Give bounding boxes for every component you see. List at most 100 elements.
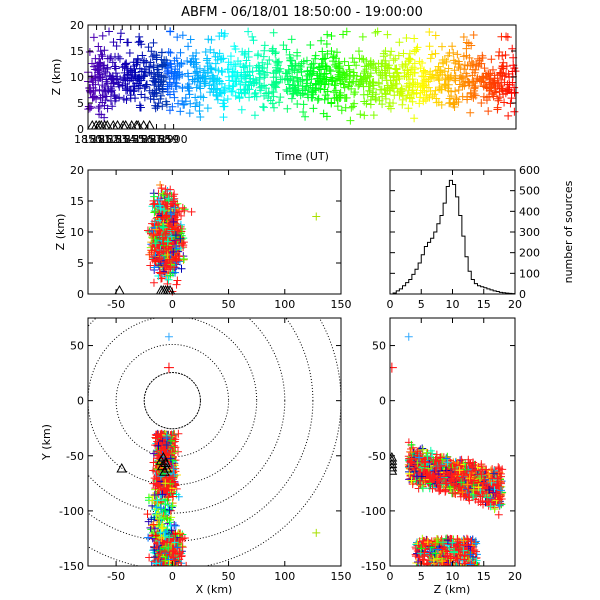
source-point [451,76,460,85]
source-point [152,559,161,566]
source-point [322,75,331,84]
source-point [415,57,424,66]
source-point [98,52,107,61]
source-point [172,54,181,63]
station-marker [138,119,149,130]
source-point [201,48,210,57]
source-point [177,211,186,220]
source-point [386,51,395,60]
source-point [367,61,376,70]
source-point [419,97,428,106]
source-point [172,280,181,289]
source-point [175,235,184,244]
source-point [149,230,158,239]
source-point [223,94,232,103]
source-point [405,49,414,58]
source-point [282,45,291,54]
source-point [147,515,156,524]
source-point [171,521,180,530]
source-point [136,103,145,112]
source-point [143,510,152,519]
source-point [189,54,198,63]
source-point [450,103,459,112]
source-point [155,227,164,236]
source-point [333,74,342,83]
range-ring [143,372,201,430]
source-point [191,60,200,69]
source-point [445,99,454,108]
source-point [158,102,167,111]
x-tick-label: -50 [107,570,125,583]
source-point [425,27,434,36]
source-point [167,62,176,71]
source-point [374,68,383,77]
source-point [453,50,462,59]
source-point [321,91,330,100]
source-point [412,45,421,54]
source-point [240,63,249,72]
plan-view-xlabel: X (km) [196,583,233,596]
source-point [183,57,192,66]
source-point [480,64,489,73]
source-point [173,33,182,42]
source-point [225,76,234,85]
source-point [152,503,161,512]
source-point [151,239,160,248]
source-point [160,56,169,65]
source-point [497,64,506,73]
source-point [129,62,138,71]
source-point [107,74,116,83]
x-tick-label: 1855 [117,133,145,146]
source-point [149,38,158,47]
source-point [314,94,323,103]
source-point [252,92,261,101]
source-point [124,38,133,47]
source-point [192,67,201,76]
source-point [446,484,455,493]
source-point [419,93,428,102]
source-point [472,485,481,494]
source-point [327,32,336,41]
source-point [500,72,509,81]
source-point [163,202,172,211]
source-point [493,105,502,114]
source-point [393,88,402,97]
source-point [94,42,103,51]
source-point [188,75,197,84]
source-point [171,231,180,240]
source-point [366,69,375,78]
source-point [172,490,181,499]
source-point [85,48,94,57]
source-point [369,111,378,120]
source-point [285,84,294,93]
source-point [490,78,499,87]
source-point [169,192,178,201]
source-point [482,93,491,102]
source-point [321,80,330,89]
source-point [331,86,340,95]
source-point [369,81,378,90]
source-point [154,545,163,554]
source-point [212,90,221,99]
source-point [491,82,500,91]
source-point [98,81,107,90]
source-point [405,54,414,63]
source-point [151,101,160,110]
source-point [293,99,302,108]
y-tick-label: 500 [519,185,540,198]
source-point [159,191,168,200]
x-height-ylabel: Z (km) [54,214,67,251]
x-tick-label: 1852 [91,133,119,146]
source-point [408,86,417,95]
source-point [358,32,367,41]
source-point [377,85,386,94]
source-point [494,510,503,519]
source-point [362,99,371,108]
source-point [150,256,159,265]
source-point [442,57,451,66]
source-point [152,475,161,484]
source-point [158,213,167,222]
source-point [169,473,178,482]
source-point [217,66,226,75]
source-point [402,33,411,42]
